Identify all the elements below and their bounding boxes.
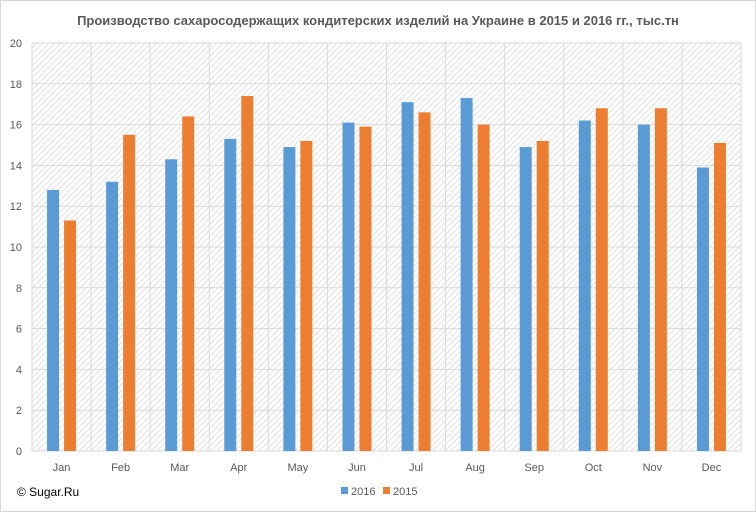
- bar-2016-Nov: [637, 124, 650, 451]
- y-tick-label: 6: [16, 324, 22, 336]
- bar-2015-Aug: [477, 124, 490, 451]
- legend-label-2016: 2016: [351, 486, 375, 498]
- copyright-text: © Sugar.Ru: [17, 485, 79, 499]
- x-tick-label: May: [287, 462, 308, 474]
- x-tick-label: Jun: [348, 462, 366, 474]
- x-tick-label: Mar: [170, 462, 189, 474]
- bar-2015-Feb: [123, 134, 136, 452]
- x-tick-label: Oct: [585, 462, 602, 474]
- y-tick-label: 8: [16, 283, 22, 295]
- bar-2015-Mar: [182, 116, 195, 451]
- y-tick-label: 14: [10, 160, 22, 172]
- x-tick-label: Sep: [524, 462, 544, 474]
- legend-swatch-2015: [383, 487, 390, 494]
- bar-2015-Sep: [536, 140, 549, 452]
- bar-2015-Jul: [418, 112, 431, 452]
- bar-2016-Jul: [401, 102, 414, 451]
- legend-swatch-2016: [341, 487, 348, 494]
- bar-2016-Aug: [460, 98, 473, 451]
- legend: 2016 2015: [341, 486, 417, 498]
- bar-2015-May: [300, 140, 313, 452]
- bar-2016-Jun: [342, 122, 355, 451]
- x-tick-label: Apr: [230, 462, 247, 474]
- bar-2016-Oct: [578, 120, 591, 452]
- y-tick-label: 4: [16, 364, 22, 376]
- bar-2016-Dec: [696, 167, 709, 451]
- x-tick-label: Jul: [409, 462, 423, 474]
- x-tick-label: Nov: [643, 462, 663, 474]
- y-tick-label: 20: [10, 38, 22, 50]
- bar-2015-Nov: [654, 108, 667, 451]
- x-tick-label: Dec: [702, 462, 722, 474]
- y-tick-label: 18: [10, 79, 22, 91]
- bar-2016-Apr: [224, 138, 237, 451]
- bar-2015-Oct: [595, 108, 608, 451]
- y-tick-label: 10: [10, 242, 22, 254]
- bar-2016-Feb: [106, 181, 119, 451]
- bar-2015-Jan: [64, 220, 77, 451]
- x-tick-label: Feb: [111, 462, 130, 474]
- bar-2015-Apr: [241, 96, 254, 451]
- bars: [47, 96, 726, 452]
- bar-2016-May: [283, 147, 296, 452]
- y-tick-label: 0: [16, 446, 22, 458]
- x-tick-label: Aug: [465, 462, 485, 474]
- bar-2015-Dec: [713, 142, 726, 451]
- chart-title: Производство сахаросодержащих кондитерск…: [77, 13, 679, 28]
- bar-2016-Mar: [165, 159, 178, 451]
- y-tick-label: 12: [10, 201, 22, 213]
- bar-2015-Jun: [359, 126, 372, 451]
- axes: 0 2 4 6 8 10 12 14 16 18 20 Jan Feb Mar Apr May Jun Jul Au…: [10, 38, 722, 474]
- y-tick-label: 2: [16, 405, 22, 417]
- gridlines: [31, 42, 742, 452]
- x-tick-label: Jan: [53, 462, 71, 474]
- y-tick-label: 16: [10, 120, 22, 132]
- bar-2016-Jan: [47, 189, 60, 451]
- bar-2016-Sep: [519, 147, 532, 452]
- legend-label-2015: 2015: [393, 486, 417, 498]
